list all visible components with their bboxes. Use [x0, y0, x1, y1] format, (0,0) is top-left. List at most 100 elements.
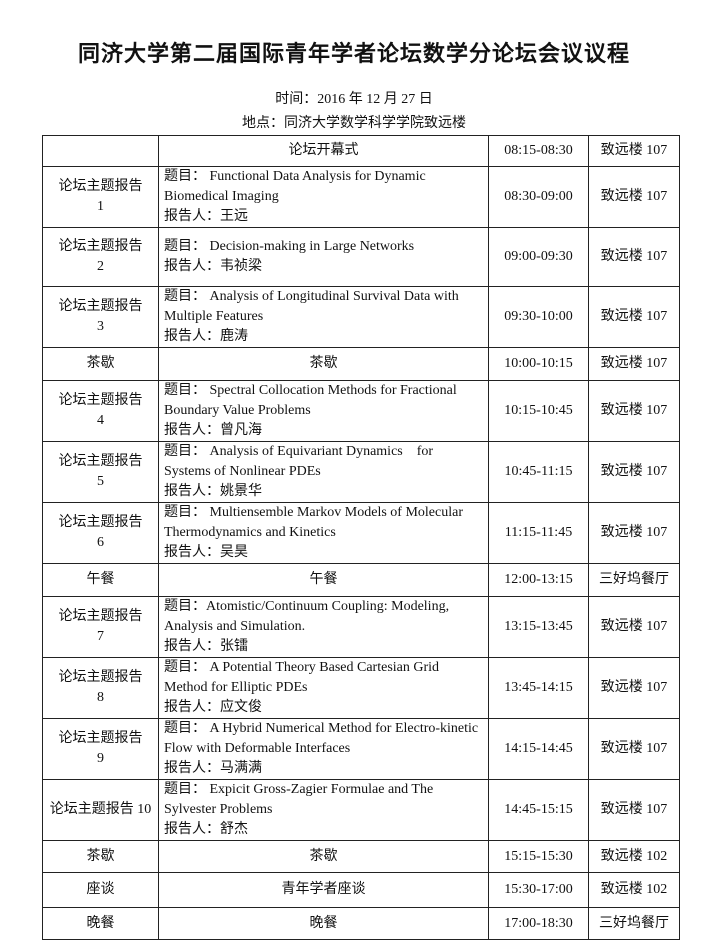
session-cell: 座谈	[42, 872, 159, 908]
speaker: 报告人：舒杰	[164, 822, 248, 837]
content-cell: 题目： Spectral Collocation Methods for Fra…	[158, 380, 489, 442]
agenda-row: 论坛主题报告 7 题目：Atomistic/Continuum Coupling:…	[42, 596, 680, 658]
venue-cell: 致远楼 107	[588, 286, 680, 348]
agenda-row: 午餐 午餐 12:00-13:15 三好坞餐厅	[42, 563, 680, 597]
content-cell: 题目：Atomistic/Continuum Coupling: Modelin…	[158, 596, 489, 658]
session-label: 论坛主题报告 9	[58, 731, 143, 766]
agenda-row: 论坛主题报告 10 题目： Expicit Gross-Zagier Formul…	[42, 779, 680, 841]
session-cell: 论坛主题报告 9	[42, 718, 159, 780]
content-cell: 题目： Decision-making in Large Networks 报告人…	[158, 227, 489, 287]
venue-cell: 致远楼 107	[588, 718, 680, 780]
talk-title: 题目： Analysis of Equivariant Dynamics for…	[164, 444, 437, 479]
agenda-table: 论坛开幕式 08:15-08:30 致远楼 107 论坛主题报告 1 题目： Funct…	[42, 135, 680, 940]
session-label: 论坛主题报告 6	[58, 515, 143, 550]
time-cell: 10:15-10:45	[488, 380, 589, 442]
session-cell: 论坛主题报告 10	[42, 779, 159, 841]
agenda-row: 茶歇 茶歇 10:00-10:15 致远楼 107	[42, 347, 680, 381]
session-cell: 论坛主题报告 7	[42, 596, 159, 658]
session-label: 茶歇	[86, 356, 115, 371]
time-cell: 10:45-11:15	[488, 441, 589, 503]
venue-cell: 致远楼 107	[588, 779, 680, 841]
time-cell: 14:15-14:45	[488, 718, 589, 780]
talk-title: 题目： Functional Data Analysis for Dynamic…	[164, 169, 430, 204]
venue-cell: 致远楼 107	[588, 502, 680, 564]
session-cell: 茶歇	[42, 347, 159, 381]
page-title: 同济大学第二届国际青年学者论坛数学分论坛会议议程	[77, 41, 630, 66]
venue-cell: 致远楼 107	[588, 657, 680, 719]
speaker: 报告人：王远	[164, 209, 248, 224]
speaker: 报告人：姚景华	[164, 484, 262, 499]
session-label: 午餐	[86, 572, 115, 587]
session-label: 茶歇	[86, 848, 115, 864]
agenda-row: 论坛主题报告 9 题目： A Hybrid Numerical Method fo…	[42, 718, 680, 780]
speaker: 报告人：张镭	[164, 639, 248, 654]
talk-title: 题目： Multiensemble Markov Models of Molec…	[164, 505, 467, 540]
venue-cell: 致远楼 107	[588, 380, 680, 442]
session-cell: 茶歇	[42, 840, 159, 873]
agenda-row: 论坛主题报告 1 题目： Functional Data Analysis for…	[42, 166, 680, 228]
agenda-row: 茶歇 茶歇 15:15-15:30 致远楼 102	[42, 840, 680, 873]
speaker: 报告人：鹿涛	[164, 329, 248, 344]
venue-cell: 致远楼 107	[588, 596, 680, 658]
speaker: 报告人：马满满	[164, 761, 262, 776]
session-label: 论坛主题报告 10	[49, 802, 152, 817]
talk-title: 题目： Decision-making in Large Networks	[164, 239, 415, 254]
time-cell: 12:00-13:15	[488, 563, 589, 597]
session-cell: 论坛主题报告 4	[42, 380, 159, 442]
venue-cell: 致远楼 107	[588, 441, 680, 503]
talk-title: 题目： Analysis of Longitudinal Survival Da…	[164, 289, 463, 324]
speaker: 报告人：曾凡海	[164, 423, 262, 438]
venue-cell: 致远楼 107	[588, 166, 680, 228]
venue-cell: 致远楼 107	[588, 227, 680, 287]
time-cell: 14:45-15:15	[488, 779, 589, 841]
session-label: 座谈	[86, 882, 115, 897]
content-cell: 题目： Multiensemble Markov Models of Molec…	[158, 502, 489, 564]
content-cell: 题目： Analysis of Longitudinal Survival Da…	[158, 286, 489, 348]
content-cell: 题目： Analysis of Equivariant Dynamics for…	[158, 441, 489, 503]
venue-cell: 致远楼 107	[588, 135, 680, 167]
agenda-row: 论坛主题报告 2 题目： Decision-making in Large Net…	[42, 227, 680, 287]
session-cell	[42, 135, 159, 167]
talk-title: 题目： Spectral Collocation Methods for Fra…	[164, 383, 461, 418]
time-cell: 13:15-13:45	[488, 596, 589, 658]
speaker: 报告人：韦祯梁	[164, 259, 262, 274]
time-cell: 17:00-18:30	[488, 907, 589, 940]
agenda-row: 座谈 青年学者座谈 15:30-17:00 致远楼 102	[42, 872, 680, 908]
venue-cell: 致远楼 102	[588, 872, 680, 908]
speaker: 报告人：应文俊	[164, 700, 262, 715]
session-label: 论坛主题报告 1	[58, 179, 143, 214]
time-cell: 13:45-14:15	[488, 657, 589, 719]
time-cell: 08:30-09:00	[488, 166, 589, 228]
agenda-row: 论坛主题报告 6 题目： Multiensemble Markov Models …	[42, 502, 680, 564]
session-label: 论坛主题报告 4	[58, 393, 143, 428]
speaker: 报告人：吴昊	[164, 545, 248, 560]
content-cell: 茶歇	[158, 347, 489, 381]
session-cell: 论坛主题报告 5	[42, 441, 159, 503]
time-cell: 09:30-10:00	[488, 286, 589, 348]
agenda-row: 论坛主题报告 3 题目： Analysis of Longitudinal Sur…	[42, 286, 680, 348]
content-cell: 题目： A Hybrid Numerical Method for Electr…	[158, 718, 489, 780]
session-label: 论坛主题报告 7	[58, 609, 143, 644]
content-cell: 茶歇	[158, 840, 489, 873]
venue-cell: 三好坞餐厅	[588, 907, 680, 940]
agenda-row: 晚餐 晚餐 17:00-18:30 三好坞餐厅	[42, 907, 680, 940]
talk-title: 题目： Expicit Gross-Zagier Formulae and Th…	[164, 782, 437, 817]
venue-cell: 致远楼 107	[588, 347, 680, 381]
talk-title: 题目： A Hybrid Numerical Method for Electr…	[164, 721, 482, 756]
agenda-row: 论坛主题报告 8 题目： A Potential Theory Based Car…	[42, 657, 680, 719]
agenda-row: 论坛主题报告 4 题目： Spectral Collocation Methods…	[42, 380, 680, 442]
venue-cell: 三好坞餐厅	[588, 563, 680, 597]
content-cell: 论坛开幕式	[158, 135, 489, 167]
session-cell: 午餐	[42, 563, 159, 597]
date-line: 时间：2016 年 12 月 27 日	[275, 92, 433, 107]
session-label: 论坛主题报告 3	[58, 299, 143, 334]
content-cell: 青年学者座谈	[158, 872, 489, 908]
content-cell: 午餐	[158, 563, 489, 597]
session-cell: 论坛主题报告 3	[42, 286, 159, 348]
time-cell: 15:15-15:30	[488, 840, 589, 873]
time-cell: 09:00-09:30	[488, 227, 589, 287]
talk-title: 题目： A Potential Theory Based Cartesian G…	[164, 660, 443, 695]
agenda-row: 论坛主题报告 5 题目： Analysis of Equivariant Dyna…	[42, 441, 680, 503]
session-cell: 论坛主题报告 1	[42, 166, 159, 228]
time-cell: 10:00-10:15	[488, 347, 589, 381]
